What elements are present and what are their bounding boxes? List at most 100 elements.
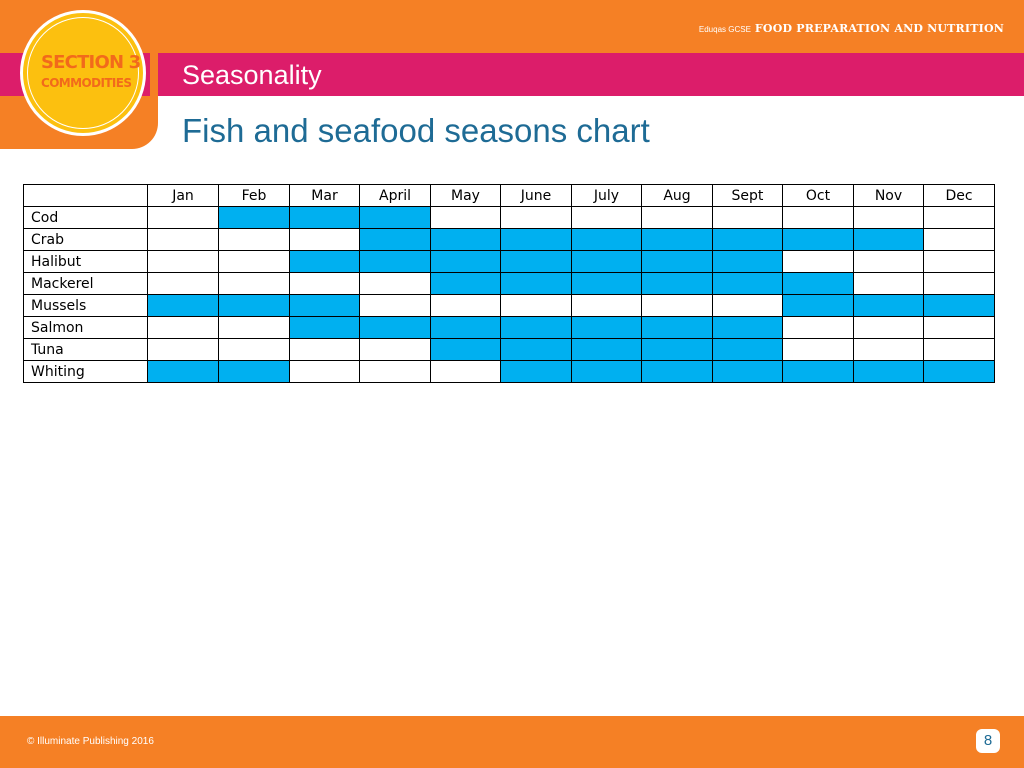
copyright-text: © Illuminate Publishing 2016 bbox=[27, 736, 154, 747]
table-row: Salmon bbox=[23, 316, 995, 339]
out-of-season-cell bbox=[289, 228, 360, 251]
in-season-cell bbox=[712, 316, 783, 339]
out-of-season-cell bbox=[782, 316, 854, 339]
month-header: Oct bbox=[782, 184, 854, 207]
in-season-cell bbox=[289, 316, 360, 339]
out-of-season-cell bbox=[782, 250, 854, 273]
out-of-season-cell bbox=[500, 294, 572, 317]
in-season-cell bbox=[641, 338, 713, 361]
in-season-cell bbox=[289, 250, 360, 273]
month-header: Nov bbox=[853, 184, 924, 207]
page-number: 8 bbox=[976, 729, 1000, 753]
in-season-cell bbox=[359, 206, 431, 229]
brand-title-text: FOOD PREPARATION AND NUTRITION bbox=[754, 22, 1004, 35]
out-of-season-cell bbox=[853, 316, 924, 339]
in-season-cell bbox=[359, 316, 431, 339]
month-header: Aug bbox=[641, 184, 713, 207]
out-of-season-cell bbox=[782, 206, 854, 229]
out-of-season-cell bbox=[571, 294, 642, 317]
fish-name-cell: Halibut bbox=[23, 250, 148, 273]
in-season-cell bbox=[571, 228, 642, 251]
in-season-cell bbox=[641, 228, 713, 251]
month-header: Dec bbox=[923, 184, 995, 207]
out-of-season-cell bbox=[289, 360, 360, 383]
month-header: April bbox=[359, 184, 431, 207]
in-season-cell bbox=[500, 338, 572, 361]
out-of-season-cell bbox=[853, 206, 924, 229]
out-of-season-cell bbox=[147, 272, 219, 295]
in-season-cell bbox=[782, 228, 854, 251]
in-season-cell bbox=[853, 294, 924, 317]
in-season-cell bbox=[782, 360, 854, 383]
in-season-cell bbox=[218, 294, 290, 317]
out-of-season-cell bbox=[500, 206, 572, 229]
out-of-season-cell bbox=[923, 250, 995, 273]
in-season-cell bbox=[571, 316, 642, 339]
month-header: June bbox=[500, 184, 572, 207]
out-of-season-cell bbox=[923, 272, 995, 295]
month-header: Jan bbox=[147, 184, 219, 207]
in-season-cell bbox=[712, 250, 783, 273]
month-header: May bbox=[430, 184, 501, 207]
table-row: Cod bbox=[23, 206, 995, 229]
table-header-row: Jan Feb Mar April May June July Aug Sept… bbox=[23, 184, 995, 207]
table-row: Mackerel bbox=[23, 272, 995, 295]
in-season-cell bbox=[641, 272, 713, 295]
in-season-cell bbox=[147, 294, 219, 317]
out-of-season-cell bbox=[782, 338, 854, 361]
out-of-season-cell bbox=[218, 228, 290, 251]
in-season-cell bbox=[430, 272, 501, 295]
badge-section-name: COMMODITIES bbox=[41, 76, 132, 90]
in-season-cell bbox=[289, 294, 360, 317]
section-heading: Seasonality bbox=[182, 60, 322, 90]
in-season-cell bbox=[571, 338, 642, 361]
in-season-cell bbox=[289, 206, 360, 229]
out-of-season-cell bbox=[641, 206, 713, 229]
fish-name-cell: Cod bbox=[23, 206, 148, 229]
in-season-cell bbox=[782, 272, 854, 295]
out-of-season-cell bbox=[853, 250, 924, 273]
table-row: Whiting bbox=[23, 360, 995, 383]
out-of-season-cell bbox=[853, 338, 924, 361]
in-season-cell bbox=[712, 360, 783, 383]
fish-name-cell: Whiting bbox=[23, 360, 148, 383]
fish-name-cell: Crab bbox=[23, 228, 148, 251]
in-season-cell bbox=[218, 360, 290, 383]
brand-small-text: Eduqas GCSE bbox=[698, 25, 751, 34]
out-of-season-cell bbox=[289, 272, 360, 295]
out-of-season-cell bbox=[147, 338, 219, 361]
out-of-season-cell bbox=[147, 228, 219, 251]
out-of-season-cell bbox=[218, 272, 290, 295]
in-season-cell bbox=[571, 360, 642, 383]
out-of-season-cell bbox=[218, 250, 290, 273]
out-of-season-cell bbox=[359, 294, 431, 317]
in-season-cell bbox=[641, 316, 713, 339]
out-of-season-cell bbox=[923, 206, 995, 229]
section-banner bbox=[0, 53, 1024, 96]
page-title: Fish and seafood seasons chart bbox=[182, 112, 650, 149]
fish-name-cell: Tuna bbox=[23, 338, 148, 361]
in-season-cell bbox=[500, 250, 572, 273]
in-season-cell bbox=[571, 250, 642, 273]
in-season-cell bbox=[571, 272, 642, 295]
fish-name-cell: Mussels bbox=[23, 294, 148, 317]
out-of-season-cell bbox=[359, 272, 431, 295]
out-of-season-cell bbox=[147, 206, 219, 229]
in-season-cell bbox=[147, 360, 219, 383]
in-season-cell bbox=[923, 294, 995, 317]
in-season-cell bbox=[782, 294, 854, 317]
out-of-season-cell bbox=[430, 294, 501, 317]
footer-bar bbox=[0, 716, 1024, 768]
in-season-cell bbox=[359, 250, 431, 273]
out-of-season-cell bbox=[289, 338, 360, 361]
month-header: July bbox=[571, 184, 642, 207]
in-season-cell bbox=[500, 360, 572, 383]
month-header: Mar bbox=[289, 184, 360, 207]
out-of-season-cell bbox=[218, 316, 290, 339]
in-season-cell bbox=[853, 360, 924, 383]
in-season-cell bbox=[712, 272, 783, 295]
out-of-season-cell bbox=[430, 206, 501, 229]
out-of-season-cell bbox=[712, 206, 783, 229]
month-header: Feb bbox=[218, 184, 290, 207]
in-season-cell bbox=[641, 360, 713, 383]
